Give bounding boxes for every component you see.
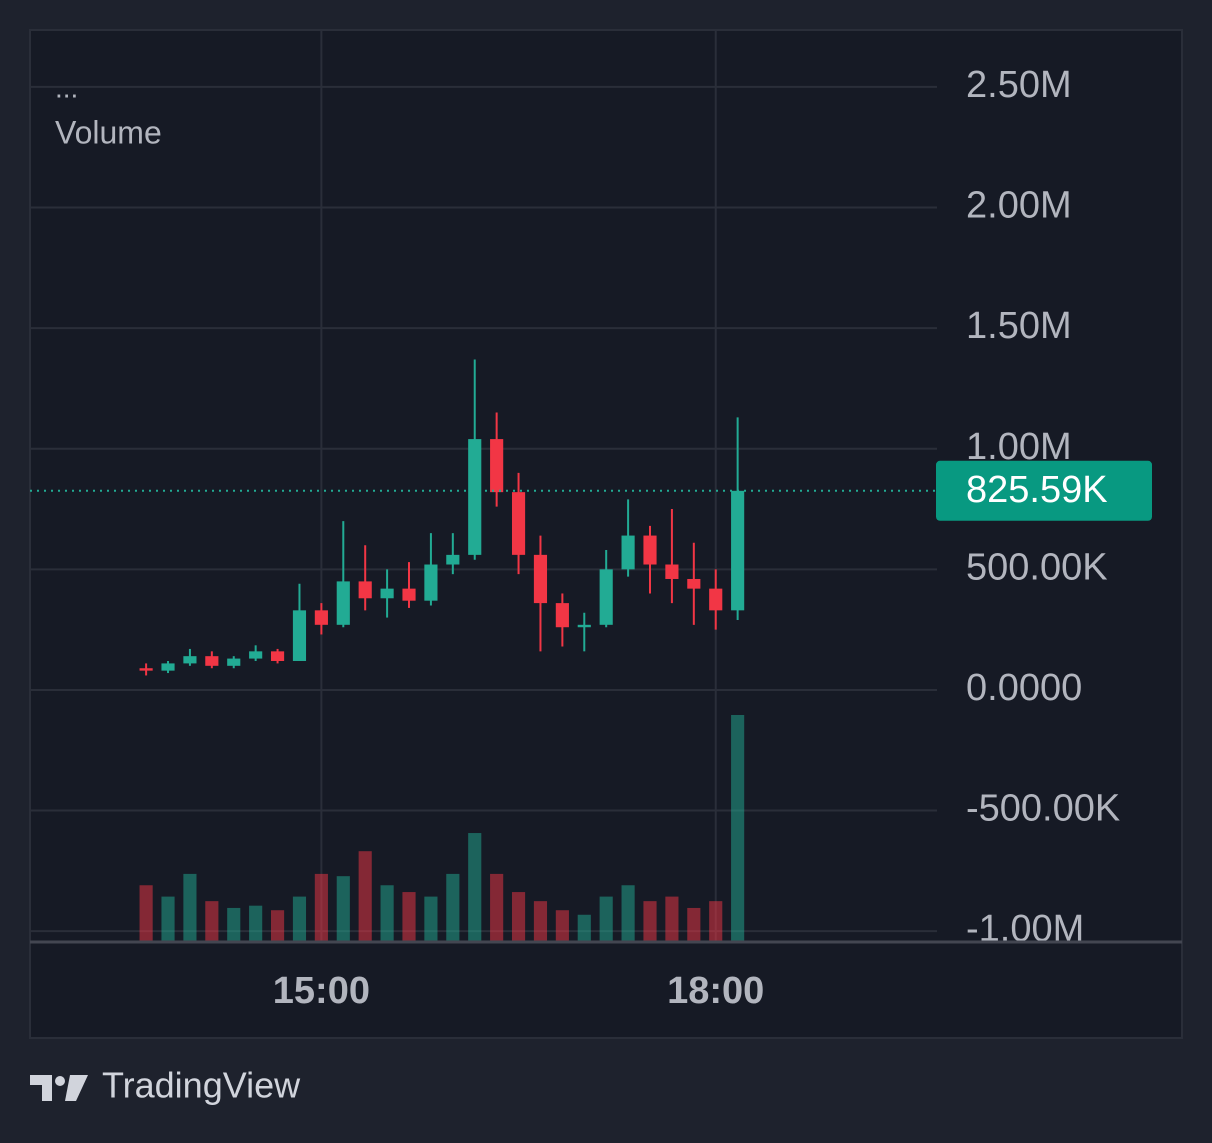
- candle-body: [687, 578, 701, 589]
- candle-body: [402, 588, 416, 601]
- chart-frame: [29, 29, 1183, 1039]
- candle-body: [665, 564, 679, 579]
- volume-label: Volume: [55, 114, 162, 150]
- candle-body: [511, 492, 526, 555]
- candle-body: [249, 651, 263, 659]
- y-tick-label: 0.0000: [966, 667, 1082, 709]
- last-price-label: 825.59K: [966, 469, 1108, 511]
- candle-body: [599, 569, 613, 625]
- brand: TradingView: [102, 1065, 301, 1106]
- y-tick-label: 1.00M: [966, 426, 1072, 468]
- volume-bar: [402, 892, 416, 942]
- candle-body: [643, 535, 657, 565]
- candle-body: [358, 581, 372, 599]
- volume-bar: [161, 896, 175, 942]
- volume-bar: [380, 885, 394, 942]
- marks: [30, 359, 937, 942]
- candle-body: [709, 588, 723, 611]
- volume-bar: [621, 885, 635, 942]
- candle-body: [183, 656, 197, 664]
- candle-body: [424, 564, 438, 601]
- volume-bar: [731, 715, 745, 942]
- volume-bar: [709, 901, 723, 942]
- volume-bar: [227, 907, 241, 942]
- volume-bar: [424, 896, 438, 942]
- candle-body: [336, 581, 350, 625]
- logo: [30, 1075, 88, 1101]
- candle-body: [468, 439, 482, 555]
- candle-body: [380, 588, 394, 599]
- volume-bar: [292, 896, 307, 942]
- volume-bar: [446, 873, 460, 942]
- x-tick-label: 15:00: [273, 970, 370, 1012]
- volume-bar: [599, 896, 613, 942]
- volume-bar: [314, 873, 328, 942]
- volume-bar: [687, 907, 701, 942]
- candle-body: [621, 535, 635, 570]
- candle-body: [555, 603, 569, 628]
- y-tick-label: 2.50M: [966, 64, 1072, 106]
- candle-body: [731, 490, 745, 611]
- candle-body: [205, 656, 219, 666]
- candle-body: [139, 668, 153, 671]
- y-tick-label: -1.00M: [966, 908, 1084, 950]
- volume-bar: [577, 914, 591, 942]
- y-tick-label: -500.00K: [966, 788, 1120, 830]
- candle-body: [270, 651, 285, 661]
- volume-bar: [249, 905, 263, 942]
- legend-text: ...: [55, 72, 78, 103]
- volume-bar: [336, 876, 350, 942]
- candle-body: [490, 439, 504, 493]
- volume-bar: [555, 910, 569, 942]
- y-axis: 2.50M 2.00M 1.50M 1.00M 500.00K 0.0000 -500.00…: [966, 64, 1120, 950]
- volume-bar: [205, 901, 219, 942]
- volume-bar: [468, 833, 482, 942]
- y-tick-label: 1.50M: [966, 305, 1072, 347]
- candle-body: [161, 663, 175, 671]
- x-tick-label: 18:00: [667, 970, 764, 1012]
- y-tick-label: 2.00M: [966, 185, 1072, 227]
- candle-body: [314, 610, 328, 625]
- volume-bar: [139, 885, 153, 942]
- y-tick-label: 500.00K: [966, 546, 1108, 588]
- candle-body: [533, 554, 548, 604]
- volume-bar: [533, 901, 548, 942]
- candle-body: [577, 624, 591, 628]
- volume-bar: [511, 892, 526, 942]
- volume-bar: [665, 896, 679, 942]
- grid: [30, 30, 937, 942]
- last-price-badge: [936, 460, 1152, 521]
- volume-bar: [358, 851, 372, 942]
- volume-bar: [643, 901, 657, 942]
- candle-body: [292, 610, 307, 661]
- candle-body: [446, 554, 460, 565]
- volume-bar: [490, 873, 504, 942]
- volume-bar: [270, 910, 285, 942]
- candle-body: [227, 658, 241, 666]
- volume-bar: [183, 873, 197, 942]
